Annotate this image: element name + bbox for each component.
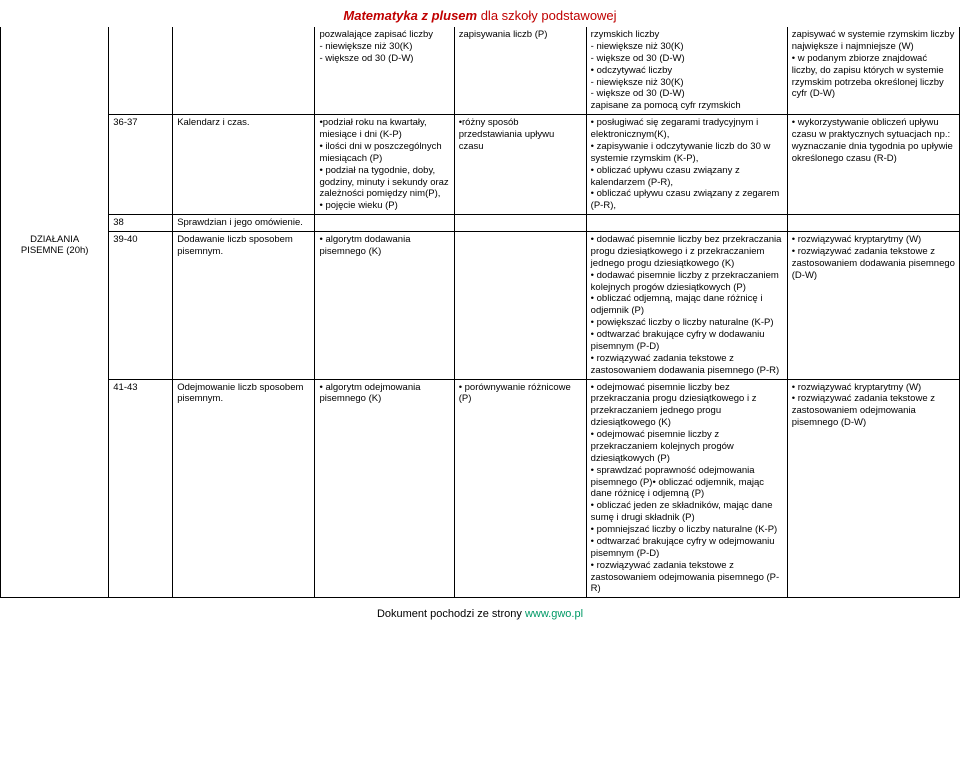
table-cell [787,215,959,232]
table-cell: • wykorzystywanie obliczeń upływu czasu … [787,115,959,215]
table-cell: 36-37 [109,115,173,215]
footer-link[interactable]: www.gwo.pl [525,608,583,620]
table-row: 38Sprawdzian i jego omówienie. [1,215,960,232]
footer-prefix: Dokument pochodzi ze strony [377,608,525,620]
table-cell: • porównywanie różnicowe (P) [454,379,586,598]
curriculum-table: pozwalające zapisać liczby- niewiększe n… [0,27,960,598]
table-cell [454,215,586,232]
title-rest: dla szkoły podstawowej [477,8,616,23]
table-cell [586,215,787,232]
table-cell: Dodawanie liczb sposobem pisemnym. [173,232,315,380]
table-cell [173,27,315,115]
table-cell: Kalendarz i czas. [173,115,315,215]
table-cell: • algorytm odejmowania pisemnego (K) [315,379,454,598]
table-row: pozwalające zapisać liczby- niewiększe n… [1,27,960,115]
table-cell: • algorytm dodawania pisemnego (K) [315,232,454,380]
table-cell: • rozwiązywać kryptarytmy (W)• rozwiązyw… [787,379,959,598]
table-cell: zapisywania liczb (P) [454,27,586,115]
page-title: Matematyka z plusem dla szkoły podstawow… [0,0,960,27]
footer: Dokument pochodzi ze strony www.gwo.pl [0,598,960,630]
table-cell: •różny sposób przedstawiania upływu czas… [454,115,586,215]
title-bold: Matematyka z plusem [343,8,477,23]
table-row: 41-43Odejmowanie liczb sposobem pisemnym… [1,379,960,598]
table-cell: • posługiwać się zegarami tradycyjnym i … [586,115,787,215]
table-cell: zapisywać w systemie rzymskim liczby naj… [787,27,959,115]
table-cell: 38 [109,215,173,232]
table-cell [109,27,173,115]
table-cell [1,27,109,232]
table-cell: 41-43 [109,379,173,598]
table-row: DZIAŁANIAPISEMNE (20h)39-40Dodawanie lic… [1,232,960,380]
table-cell: • dodawać pisemnie liczby bez przekracza… [586,232,787,380]
table-cell: • rozwiązywać kryptarytmy (W)• rozwiązyw… [787,232,959,380]
table-cell: • odejmować pisemnie liczby bez przekrac… [586,379,787,598]
table-cell: 39-40 [109,232,173,380]
table-cell: pozwalające zapisać liczby- niewiększe n… [315,27,454,115]
table-cell [454,232,586,380]
section-label: DZIAŁANIAPISEMNE (20h) [1,232,109,598]
table-cell: Sprawdzian i jego omówienie. [173,215,315,232]
table-cell: Odejmowanie liczb sposobem pisemnym. [173,379,315,598]
table-cell: •podział roku na kwartały, miesiące i dn… [315,115,454,215]
table-row: 36-37Kalendarz i czas.•podział roku na k… [1,115,960,215]
table-cell [315,215,454,232]
table-cell: rzymskich liczby- niewiększe niż 30(K)- … [586,27,787,115]
